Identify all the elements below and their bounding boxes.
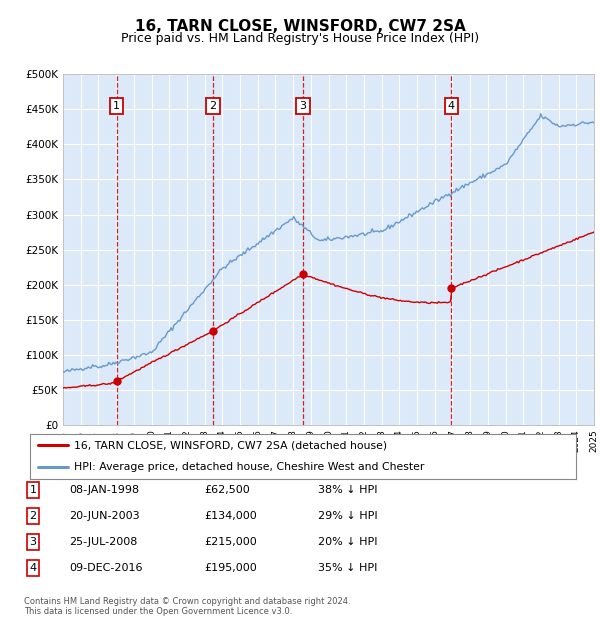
Text: £62,500: £62,500	[204, 485, 250, 495]
Text: 4: 4	[29, 563, 37, 573]
Text: 3: 3	[29, 537, 37, 547]
Text: 09-DEC-2016: 09-DEC-2016	[69, 563, 143, 573]
Text: 2: 2	[29, 511, 37, 521]
Text: This data is licensed under the Open Government Licence v3.0.: This data is licensed under the Open Gov…	[24, 607, 292, 616]
Text: 1: 1	[113, 101, 121, 111]
Text: 08-JAN-1998: 08-JAN-1998	[69, 485, 139, 495]
Text: 20-JUN-2003: 20-JUN-2003	[69, 511, 140, 521]
Text: 20% ↓ HPI: 20% ↓ HPI	[318, 537, 377, 547]
Text: 16, TARN CLOSE, WINSFORD, CW7 2SA (detached house): 16, TARN CLOSE, WINSFORD, CW7 2SA (detac…	[74, 440, 387, 450]
Text: 25-JUL-2008: 25-JUL-2008	[69, 537, 137, 547]
Text: 16, TARN CLOSE, WINSFORD, CW7 2SA: 16, TARN CLOSE, WINSFORD, CW7 2SA	[134, 19, 466, 33]
Text: Contains HM Land Registry data © Crown copyright and database right 2024.: Contains HM Land Registry data © Crown c…	[24, 597, 350, 606]
Text: Price paid vs. HM Land Registry's House Price Index (HPI): Price paid vs. HM Land Registry's House …	[121, 32, 479, 45]
Text: 4: 4	[448, 101, 455, 111]
Text: £215,000: £215,000	[204, 537, 257, 547]
Text: 29% ↓ HPI: 29% ↓ HPI	[318, 511, 377, 521]
Text: 38% ↓ HPI: 38% ↓ HPI	[318, 485, 377, 495]
Text: £195,000: £195,000	[204, 563, 257, 573]
Text: HPI: Average price, detached house, Cheshire West and Chester: HPI: Average price, detached house, Ches…	[74, 463, 424, 472]
Text: £134,000: £134,000	[204, 511, 257, 521]
Text: 35% ↓ HPI: 35% ↓ HPI	[318, 563, 377, 573]
Text: 1: 1	[29, 485, 37, 495]
Text: 3: 3	[299, 101, 307, 111]
Text: 2: 2	[209, 101, 217, 111]
